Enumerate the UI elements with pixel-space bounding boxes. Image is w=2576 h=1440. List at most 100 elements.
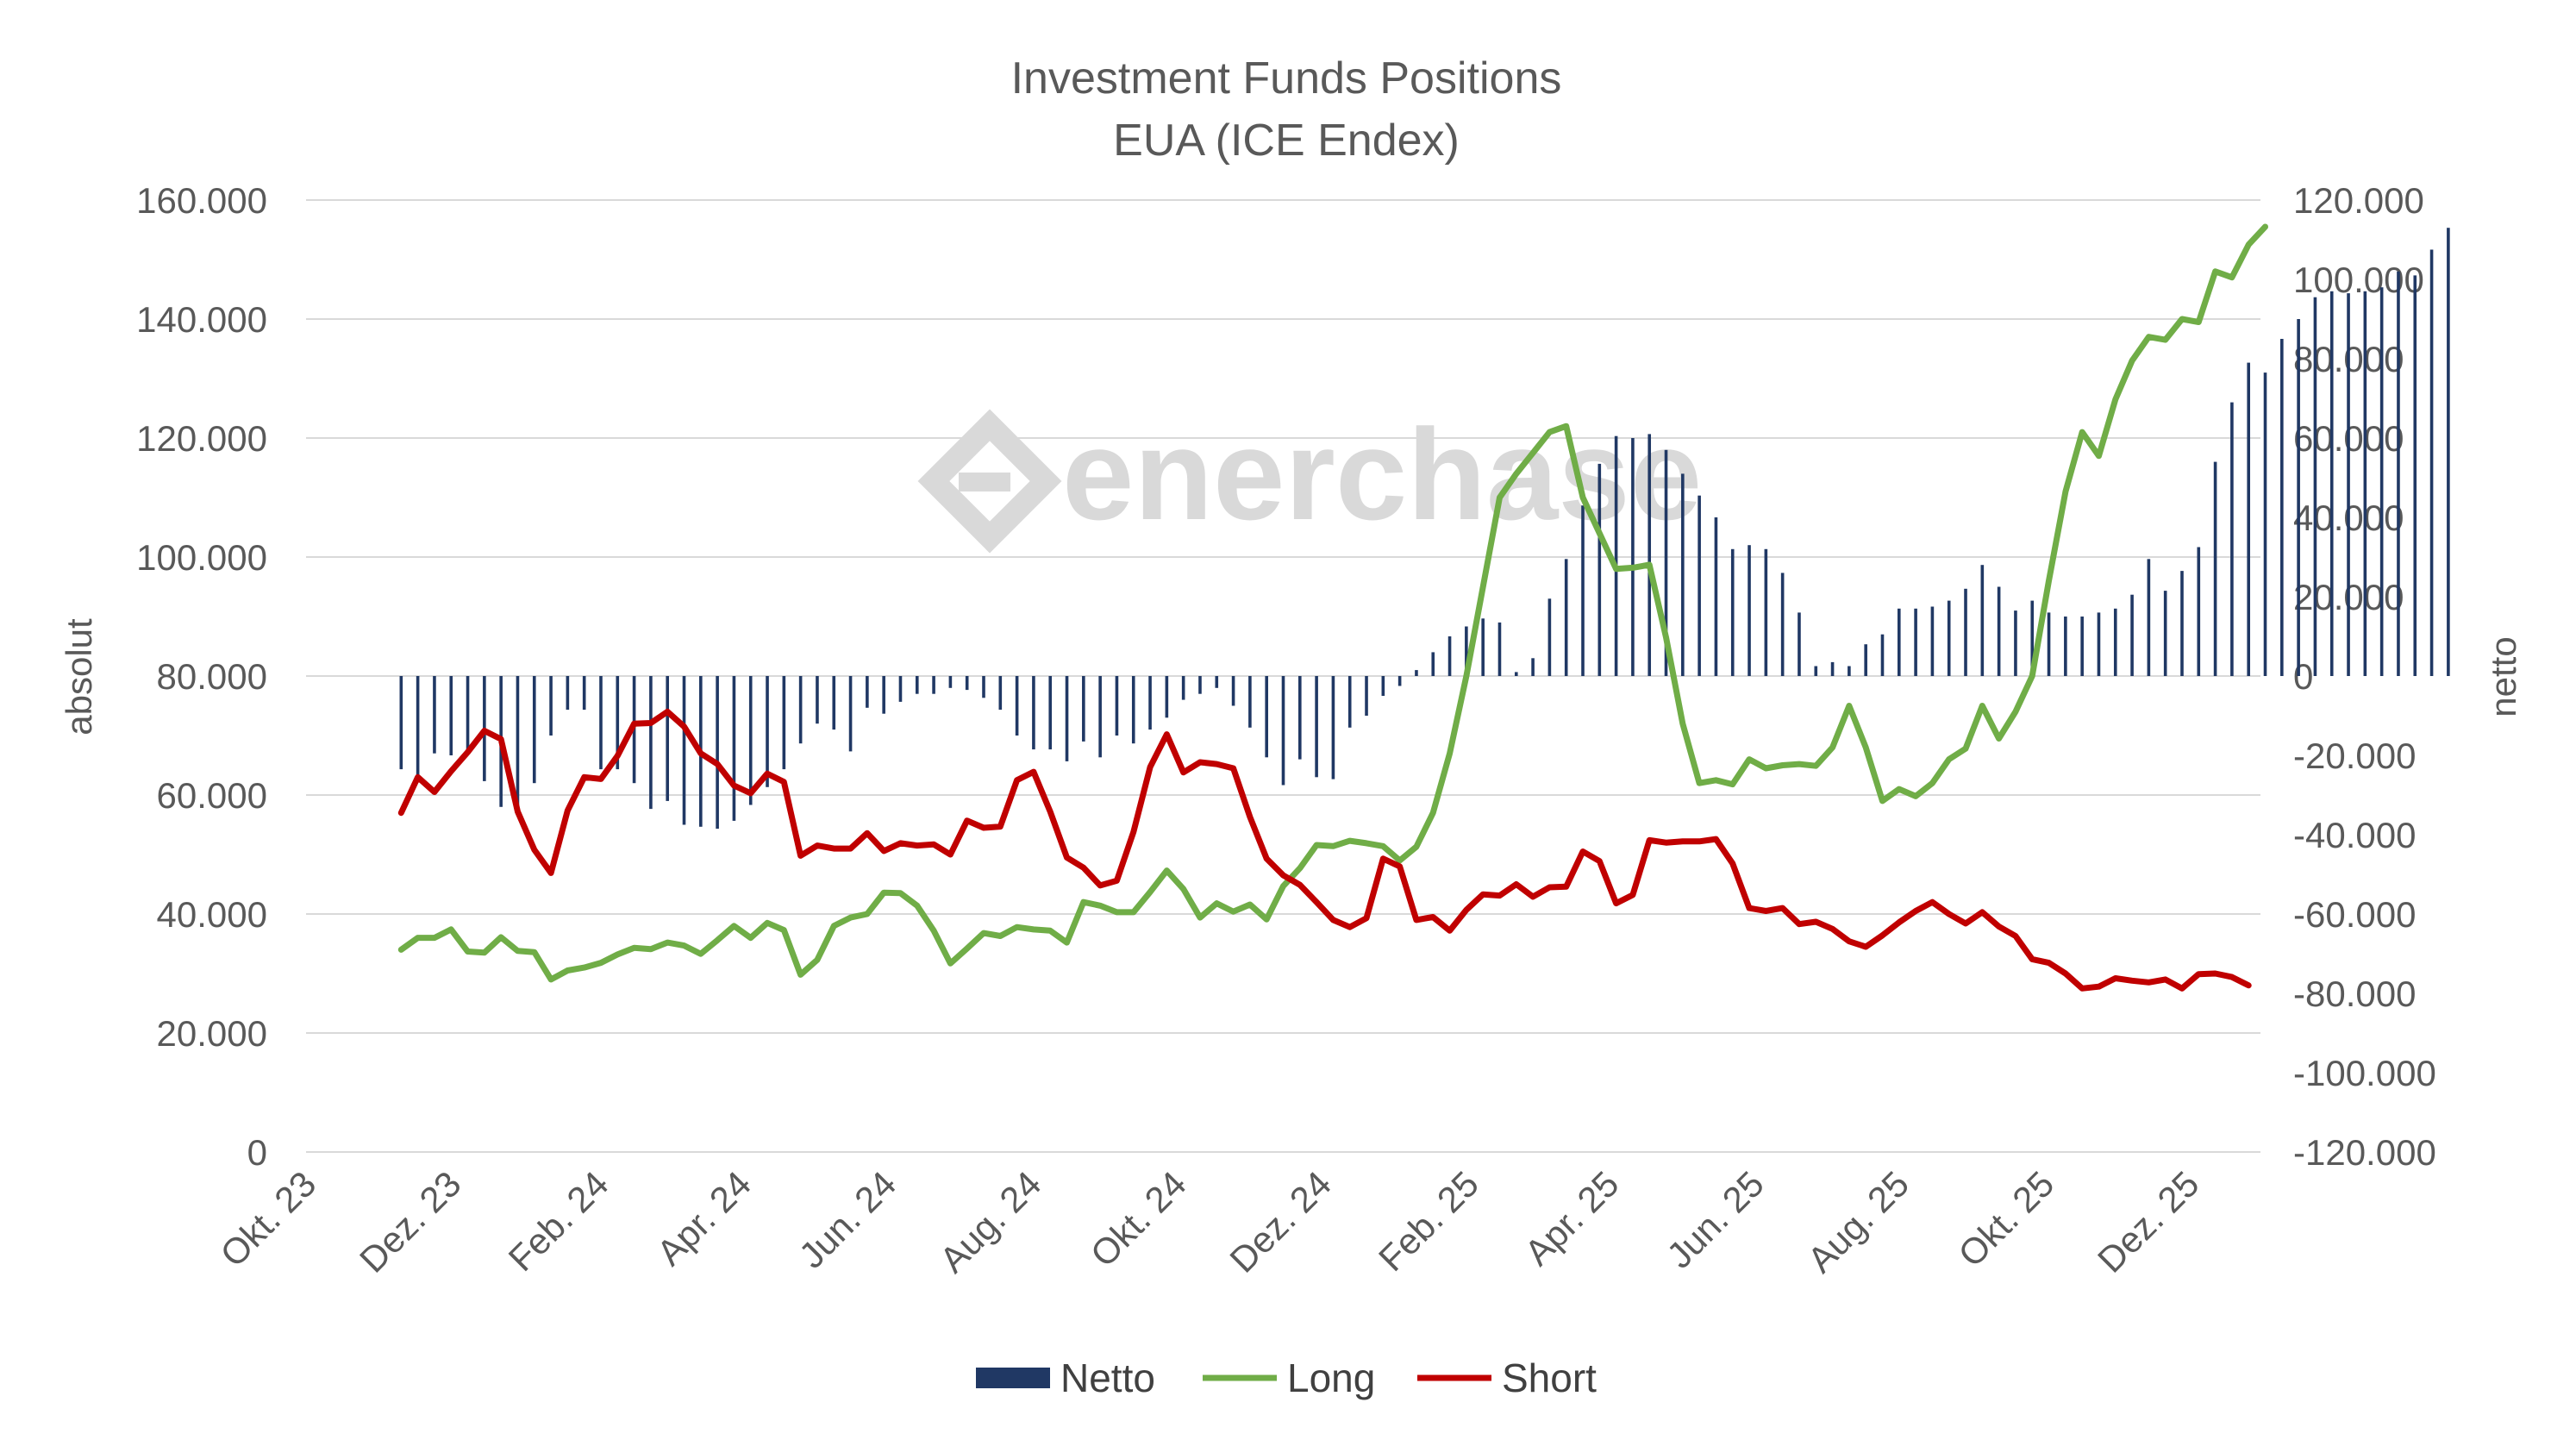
netto-bar <box>1631 438 1635 676</box>
netto-bar <box>1581 505 1585 676</box>
legend-label: Long <box>1287 1355 1375 1400</box>
netto-bar <box>782 676 786 770</box>
y-left-tick-label: 120.000 <box>136 418 267 459</box>
netto-bar <box>2247 362 2251 676</box>
netto-bar <box>965 676 969 691</box>
y-left-tick-label: 60.000 <box>157 775 267 816</box>
netto-bar <box>1930 606 1935 676</box>
netto-bar <box>2280 339 2284 676</box>
netto-bar <box>2080 617 2084 676</box>
legend-label: Netto <box>1060 1355 1155 1400</box>
y-right-tick-label: 100.000 <box>2293 260 2424 300</box>
chart-subtitle: EUA (ICE Endex) <box>1113 116 1460 166</box>
netto-bar <box>566 676 570 711</box>
netto-bar <box>2313 297 2317 676</box>
netto-bar <box>1814 666 1818 676</box>
netto-bar <box>832 676 836 730</box>
netto-bar <box>1897 608 1901 676</box>
netto-bar <box>748 676 753 805</box>
netto-bar <box>2397 271 2400 676</box>
netto-bar <box>1098 676 1102 758</box>
netto-bar <box>1780 573 1785 676</box>
series-lines <box>397 223 2268 992</box>
y-right-tick-label: 0 <box>2293 656 2313 697</box>
legend-swatch <box>976 1368 1050 1388</box>
netto-bar <box>1614 435 1618 676</box>
netto-bar <box>2263 373 2267 676</box>
netto-bar <box>1265 676 1268 758</box>
y-left-tick-label: 20.000 <box>157 1013 267 1054</box>
netto-bar <box>2363 291 2367 676</box>
legend-item-short: Short <box>1417 1355 1597 1400</box>
netto-bar <box>1315 676 1318 778</box>
y-right-tick-label: -80.000 <box>2293 974 2416 1014</box>
netto-bar <box>1465 626 1468 676</box>
y-left-tick-label: 80.000 <box>157 656 267 697</box>
netto-bar <box>1748 545 1751 676</box>
netto-bar <box>816 676 819 724</box>
netto-bar <box>1531 658 1535 676</box>
netto-bar <box>1864 644 1867 676</box>
netto-bar <box>1481 618 1485 676</box>
netto-bar <box>1597 463 1602 676</box>
netto-bar <box>1065 676 1069 761</box>
chart-title: Investment Funds Positions <box>1011 53 1562 103</box>
netto-bar <box>1015 676 1019 736</box>
netto-bar <box>2197 547 2201 676</box>
netto-bar <box>2429 249 2434 676</box>
netto-bar <box>882 676 885 714</box>
netto-bar <box>1198 676 1202 694</box>
netto-bar <box>1331 676 1335 779</box>
netto-bar <box>2213 461 2217 676</box>
netto-bar <box>1664 449 1668 676</box>
y-left-tick-label: 100.000 <box>136 537 267 578</box>
y-right-tick-label: -100.000 <box>2293 1053 2436 1093</box>
netto-bar <box>848 676 853 752</box>
netto-bar <box>1964 588 1967 676</box>
netto-bar <box>1514 672 1518 676</box>
y-axis-right-title: netto <box>2483 636 2523 717</box>
netto-bar <box>1447 636 1452 676</box>
netto-bar <box>1980 565 1985 676</box>
netto-bar <box>1215 676 1219 688</box>
netto-bar <box>982 676 985 698</box>
y-right-tick-label: 120.000 <box>2293 180 2424 221</box>
netto-bar <box>2097 612 2101 676</box>
netto-bar <box>1564 559 1568 676</box>
legend-label: Short <box>1502 1355 1597 1400</box>
y-right-tick-label: -40.000 <box>2293 815 2416 855</box>
y-axis-left-title: absolut <box>59 618 99 736</box>
netto-bar <box>2130 594 2134 676</box>
netto-bar <box>1730 548 1735 676</box>
netto-bar <box>866 676 869 708</box>
netto-bar <box>1764 548 1768 676</box>
netto-bar <box>1082 676 1085 742</box>
netto-bar <box>1648 434 1652 676</box>
y-right-tick-label: -20.000 <box>2293 736 2416 776</box>
netto-bar <box>1798 612 1801 676</box>
netto-bar <box>1880 634 1885 676</box>
netto-bar <box>1115 676 1119 736</box>
netto-bar <box>1397 676 1402 686</box>
netto-bar <box>449 676 453 755</box>
netto-bar <box>599 676 603 770</box>
netto-bar <box>1131 676 1135 744</box>
series-line-short <box>397 708 2252 992</box>
netto-bar <box>2230 402 2234 676</box>
netto-bar <box>1181 676 1185 700</box>
netto-bar <box>1365 676 1368 716</box>
y-right-tick-label: -60.000 <box>2293 894 2416 935</box>
netto-bar <box>1997 586 2001 676</box>
netto-bar <box>416 676 420 775</box>
netto-bar <box>1914 608 1917 676</box>
netto-bar <box>433 676 436 754</box>
netto-bar <box>798 676 803 744</box>
y-left-tick-label: 0 <box>247 1132 267 1173</box>
netto-bar <box>1048 676 1053 750</box>
netto-bar <box>582 676 586 711</box>
netto-bar <box>948 676 953 688</box>
netto-bar <box>2379 287 2384 676</box>
netto-bar <box>466 676 470 754</box>
